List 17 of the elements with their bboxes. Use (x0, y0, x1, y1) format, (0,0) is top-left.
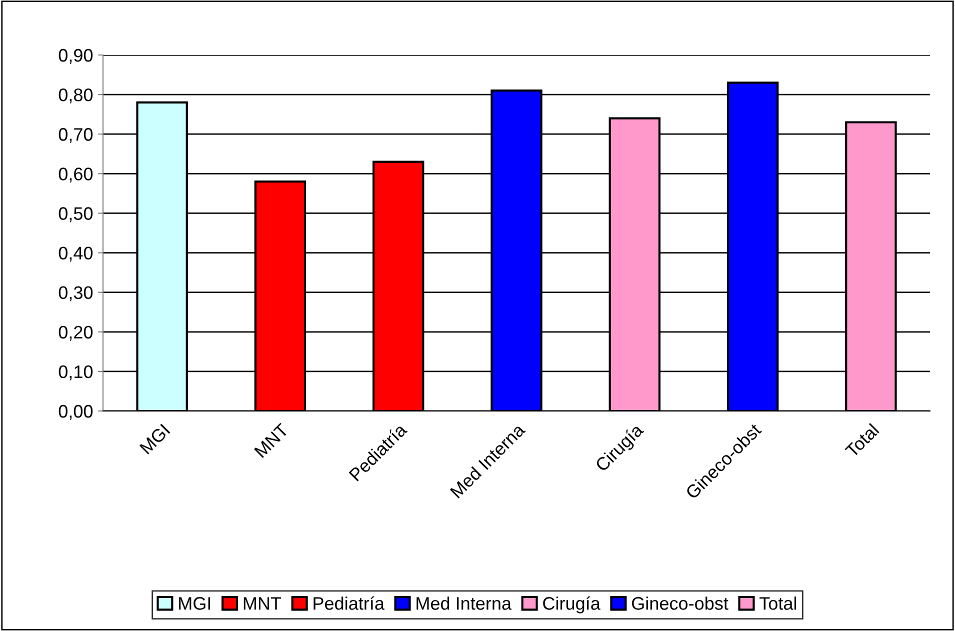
legend-label: Cirugía (543, 596, 600, 614)
y-tick-label: 0,20 (58, 326, 93, 341)
legend-label: MGI (179, 597, 210, 610)
legend-label: Total (760, 596, 796, 610)
y-tick-label: 0,30 (58, 286, 93, 302)
y-tick-label: 0,50 (58, 207, 93, 222)
y-tick-label: 0,60 (58, 168, 93, 183)
y-tick-label: 0,10 (58, 365, 93, 380)
legend-label: MNT (244, 597, 282, 610)
legend-label: Gineco-obst (632, 596, 728, 610)
y-tick-label: 0,40 (58, 246, 93, 262)
y-tick-label: 0,90 (58, 48, 93, 64)
y-tick-label: 0,80 (58, 88, 93, 104)
legend-label: Pediatría (314, 596, 384, 610)
y-tick-label: 0,70 (58, 128, 93, 143)
y-tick-label: 0,00 (58, 404, 93, 420)
legend-label: Med Interna (416, 596, 512, 610)
